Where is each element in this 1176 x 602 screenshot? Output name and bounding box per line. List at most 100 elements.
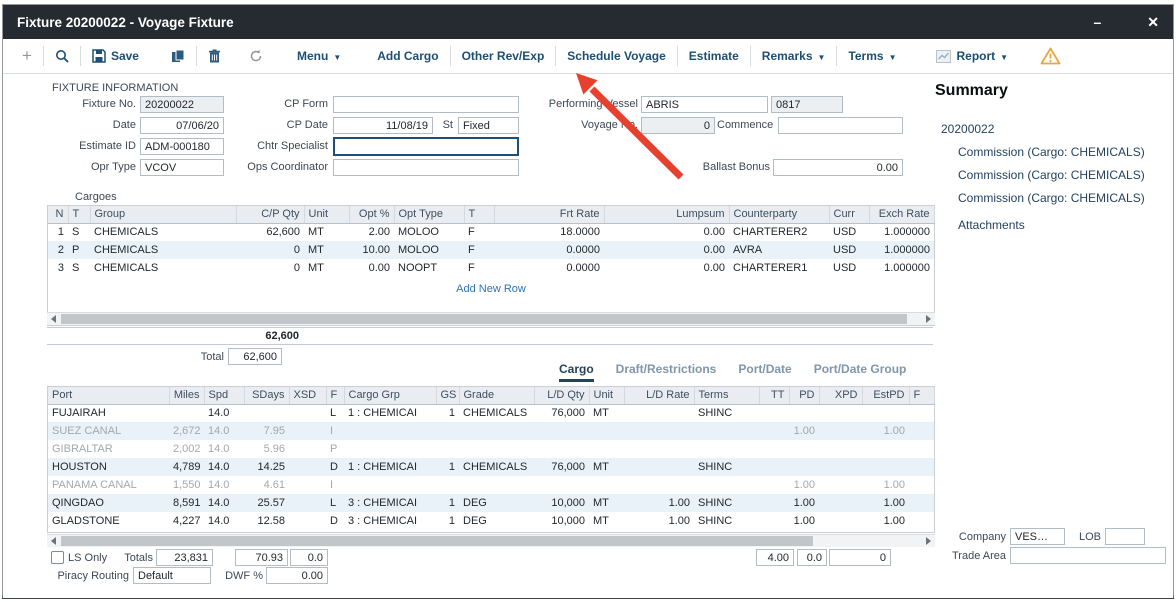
cp-form-field[interactable] xyxy=(333,96,519,113)
summary-commission-item[interactable]: Commission (Cargo: CHEMICALS) xyxy=(958,145,1145,159)
close-button[interactable]: ✕ xyxy=(1147,13,1159,30)
trade-area-field[interactable] xyxy=(1010,547,1166,564)
delete-button[interactable] xyxy=(199,49,230,63)
cp-date-field[interactable] xyxy=(333,117,433,134)
table-row[interactable]: GLADSTONE 4,227 14.0 12.58 D 3 : CHEMICAI 1 DEG… xyxy=(48,512,934,530)
column-header[interactable]: Lumpsum xyxy=(604,206,730,224)
remarks-button[interactable]: Remarks ▼ xyxy=(761,49,826,63)
column-header[interactable]: C/P Qty xyxy=(236,206,305,224)
scroll-left-button[interactable] xyxy=(47,535,60,547)
summary-fixture-id[interactable]: 20200022 xyxy=(941,122,995,136)
column-header[interactable]: Miles xyxy=(169,387,205,405)
copy-button[interactable] xyxy=(162,49,194,63)
column-header[interactable]: F xyxy=(326,387,345,405)
scroll-thumb[interactable] xyxy=(61,314,907,324)
other-rev-exp-button[interactable]: Other Rev/Exp xyxy=(461,49,545,63)
commence-field[interactable] xyxy=(778,117,903,134)
itinerary-hscrollbar[interactable] xyxy=(47,534,935,547)
new-button[interactable]: + xyxy=(22,46,32,65)
column-header[interactable]: Opt Type xyxy=(394,206,465,224)
column-header[interactable]: L/D Qty xyxy=(534,387,590,405)
company-field[interactable] xyxy=(1010,528,1065,545)
scroll-left-button[interactable] xyxy=(47,313,60,325)
table-cell xyxy=(862,440,909,458)
tab-port-date[interactable]: Port/Date xyxy=(738,362,792,376)
column-header[interactable]: Port xyxy=(48,387,170,405)
estimate-button[interactable]: Estimate xyxy=(688,49,739,63)
ops-coordinator-field[interactable] xyxy=(333,159,519,176)
terms-button[interactable]: Terms ▼ xyxy=(848,49,897,63)
dwf-field[interactable] xyxy=(266,567,328,584)
table-cell xyxy=(789,404,819,422)
scroll-right-button[interactable] xyxy=(922,313,935,325)
chtr-specialist-field[interactable] xyxy=(333,137,519,156)
column-header[interactable]: Curr xyxy=(829,206,870,224)
add-new-row-link[interactable]: Add New Row xyxy=(456,283,526,295)
tab-port-date-group[interactable]: Port/Date Group xyxy=(813,362,907,376)
piracy-routing-field[interactable] xyxy=(133,567,211,584)
column-header[interactable]: Unit xyxy=(589,387,625,405)
column-header[interactable]: Counterparty xyxy=(729,206,830,224)
menu-button[interactable]: Menu ▼ xyxy=(296,49,342,63)
table-row[interactable]: HOUSTON 4,789 14.0 14.25 D 1 : CHEMICAI 1 CHEMI… xyxy=(48,458,934,476)
cargoes-hscrollbar[interactable] xyxy=(47,312,935,325)
table-cell: 10.00 xyxy=(349,241,394,259)
column-header[interactable]: PD xyxy=(789,387,820,405)
refresh-button[interactable] xyxy=(240,49,272,63)
column-header[interactable]: EstPD xyxy=(862,387,910,405)
status-field[interactable] xyxy=(458,117,519,134)
tab-draft-restrictions[interactable]: Draft/Restrictions xyxy=(615,362,717,376)
search-button[interactable] xyxy=(46,49,78,63)
minimize-button[interactable]: – xyxy=(1093,14,1102,30)
table-row[interactable]: 1 S CHEMICALS 62,600 MT 2.00 MOLOO F 18.0000 0.00… xyxy=(48,223,934,241)
save-button[interactable]: Save xyxy=(83,49,148,63)
summary-commission-item[interactable]: Commission (Cargo: CHEMICALS) xyxy=(958,168,1145,182)
opr-type-field[interactable] xyxy=(140,159,224,176)
report-button[interactable]: Report ▼ xyxy=(927,49,1017,63)
column-header[interactable]: XPD xyxy=(819,387,863,405)
lob-field[interactable] xyxy=(1105,528,1145,545)
column-header[interactable]: Exch Rate xyxy=(869,206,935,224)
column-header[interactable]: Unit xyxy=(304,206,350,224)
table-row[interactable]: GIBRALTAR 2,002 14.0 5.96 P xyxy=(48,440,934,458)
column-header[interactable]: GS xyxy=(436,387,460,405)
table-cell: 1.00 xyxy=(793,479,815,491)
column-header[interactable]: L/D Rate xyxy=(624,387,695,405)
column-header[interactable]: T xyxy=(68,206,91,224)
schedule-voyage-button[interactable]: Schedule Voyage xyxy=(567,49,666,63)
column-header[interactable]: Opt % xyxy=(349,206,395,224)
column-header[interactable]: SDays xyxy=(244,387,290,405)
table-row[interactable]: 2 P CHEMICALS 0 MT 10.00 MOLOO F 0.0000 0.00 AVRA U… xyxy=(48,241,934,259)
search-icon xyxy=(55,50,69,63)
performing-vessel-field[interactable] xyxy=(641,96,768,113)
scroll-right-button[interactable] xyxy=(922,535,935,547)
table-row[interactable]: FUJAIRAH 14.0 L 1 : CHEMICAI 1 CHEMICALS 76,00… xyxy=(48,404,934,422)
scroll-thumb[interactable] xyxy=(61,536,813,546)
estimate-id-field[interactable] xyxy=(140,138,224,155)
date-field[interactable] xyxy=(140,117,224,134)
column-header[interactable]: Frt Rate xyxy=(494,206,605,224)
table-row[interactable]: QINGDAO 8,591 14.0 25.57 L 3 : CHEMICAI 1 DEG 10… xyxy=(48,494,934,512)
ls-only-checkbox[interactable] xyxy=(51,551,64,564)
table-cell: CHARTERER2 xyxy=(733,226,808,239)
add-cargo-button[interactable]: Add Cargo xyxy=(377,49,439,63)
column-header[interactable]: T xyxy=(464,206,495,224)
table-row[interactable]: 3 S CHEMICALS 0 MT 0.00 NOOPT F 0.0000 0.00 CHARTE… xyxy=(48,259,934,277)
column-header[interactable]: Group xyxy=(90,206,237,224)
column-header[interactable]: Terms xyxy=(694,387,760,405)
ballast-bonus-field[interactable] xyxy=(773,159,903,176)
column-header[interactable]: TT xyxy=(759,387,790,405)
column-header[interactable]: F xyxy=(909,387,935,405)
attachments-link[interactable]: Attachments xyxy=(958,218,1025,232)
table-row[interactable]: PANAMA CANAL 1,550 14.0 4.61 I 1.00 1.00 xyxy=(48,476,934,494)
summary-commission-item[interactable]: Commission (Cargo: CHEMICALS) xyxy=(958,191,1145,205)
column-header[interactable]: Grade xyxy=(459,387,535,405)
column-header[interactable]: XSD xyxy=(289,387,327,405)
table-row[interactable]: SUEZ CANAL 2,672 14.0 7.95 I 1.00 1.00 xyxy=(48,422,934,440)
column-header[interactable]: N xyxy=(48,206,69,224)
column-header[interactable]: Cargo Grp xyxy=(344,387,437,405)
table-cell xyxy=(909,476,934,494)
column-header[interactable]: Spd xyxy=(204,387,245,405)
tab-cargo[interactable]: Cargo xyxy=(559,362,594,382)
warning-button[interactable] xyxy=(1031,47,1070,65)
